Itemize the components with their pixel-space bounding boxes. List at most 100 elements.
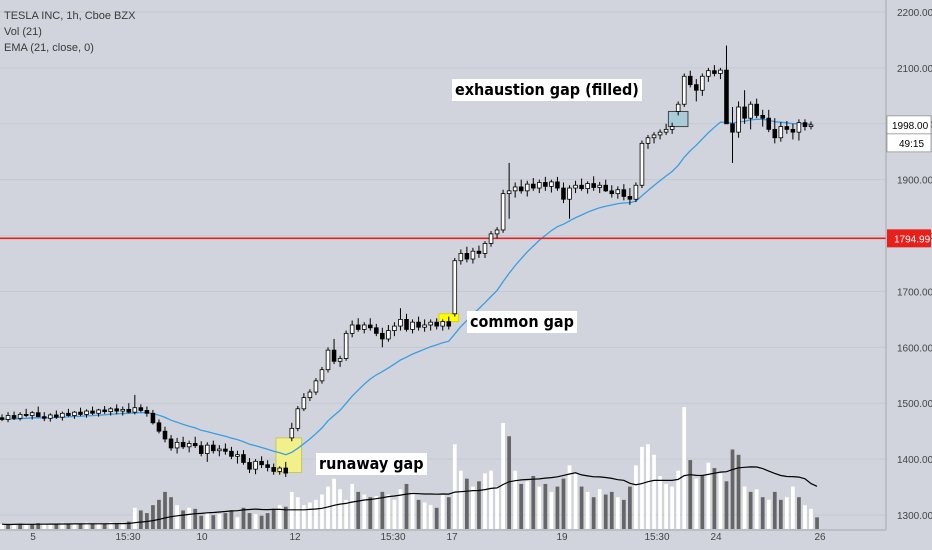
volume-bar	[90, 523, 95, 529]
time-tick-label: 10	[196, 532, 208, 543]
time-tick-label: 24	[710, 532, 722, 543]
candle-body	[512, 186, 518, 192]
candle-body	[223, 448, 228, 452]
candle-body	[784, 126, 790, 130]
candle-body	[700, 75, 705, 91]
price-tick-label: 2100.00	[897, 64, 932, 75]
candle-body	[808, 124, 814, 127]
candle-body	[48, 414, 53, 419]
volume-bar	[277, 505, 282, 529]
volume-bar	[477, 481, 481, 529]
volume-bars	[0, 407, 819, 529]
candle-body	[579, 184, 584, 190]
volume-bar	[694, 478, 699, 529]
candle-body	[313, 380, 319, 393]
candle-body	[17, 413, 23, 419]
candle-body	[66, 412, 71, 416]
candle-body	[319, 369, 325, 382]
candle-body	[271, 467, 276, 472]
volume-bar	[688, 460, 693, 529]
candle-body	[96, 409, 101, 414]
candle-body	[609, 190, 615, 195]
candle-body	[531, 183, 536, 189]
volume-bar	[555, 486, 560, 529]
candle-body	[247, 462, 252, 470]
volume-bar	[108, 522, 113, 529]
volume-bar	[132, 507, 137, 529]
candle-body	[259, 460, 264, 466]
candle-body	[669, 126, 675, 130]
volume-bar	[259, 515, 264, 529]
candle-body	[174, 441, 180, 449]
candle-body	[5, 415, 11, 420]
candle-body	[494, 229, 500, 235]
volume-bar	[320, 494, 324, 529]
volume-bar	[6, 524, 10, 529]
candle-body	[186, 443, 192, 448]
volume-bar	[380, 491, 385, 529]
symbol-title[interactable]: TESLA INC, 1h, Cboe BZX	[4, 10, 136, 22]
volume-bar	[211, 515, 216, 529]
volume-bar	[350, 483, 355, 529]
candle-body	[229, 450, 234, 457]
candle-body	[518, 186, 524, 192]
volume-bar	[54, 524, 59, 529]
volume-legend[interactable]: Vol (21)	[4, 26, 42, 38]
candle-body	[126, 408, 132, 413]
volume-bar	[603, 494, 608, 529]
price-tick-label: 2200.00	[897, 8, 932, 19]
candle-body	[398, 318, 403, 327]
volume-bar	[344, 499, 348, 529]
volume-bar	[754, 489, 759, 529]
candle-body	[217, 448, 222, 452]
volume-bar	[591, 497, 596, 529]
candle-body	[736, 106, 741, 133]
candle-body	[192, 443, 198, 447]
volume-bar	[652, 454, 656, 529]
candle-body	[337, 358, 343, 362]
candle-body	[591, 183, 596, 188]
volume-bar	[766, 499, 771, 529]
candle-body	[694, 84, 699, 91]
volume-bar	[126, 521, 131, 529]
volume-bar	[398, 489, 403, 529]
volume-ma-line	[1, 466, 818, 526]
candle-body	[295, 408, 301, 429]
price-tick-label: 1500.00	[897, 399, 932, 410]
candle-body	[162, 430, 168, 440]
time-axis[interactable]: 5 15:30 10 12 15:30 17 19 15:30 24 26	[30, 532, 826, 543]
volume-bar	[283, 506, 288, 529]
price-tick-label: 1700.00	[897, 287, 932, 298]
candle-body	[102, 409, 107, 413]
candle-body	[120, 408, 126, 412]
candle-body	[144, 410, 150, 414]
candle-body	[573, 184, 578, 189]
candle-body	[500, 193, 506, 231]
time-tick-label: 17	[446, 532, 458, 543]
candle-body	[651, 134, 657, 139]
candle-body	[0, 417, 5, 420]
volume-bar	[12, 524, 16, 529]
volume-bar	[84, 522, 89, 529]
candle-body	[331, 349, 337, 362]
candle-body	[766, 117, 772, 130]
volume-bar	[205, 513, 210, 529]
volume-bar	[567, 465, 572, 529]
candle-body	[29, 412, 35, 416]
time-tick-label: 15:30	[115, 532, 140, 543]
candle-body	[603, 184, 609, 192]
volume-bar	[314, 499, 318, 529]
volume-bar	[271, 508, 276, 529]
volume-bar	[422, 502, 427, 529]
volume-bar	[440, 494, 445, 529]
candle-body	[84, 410, 89, 415]
volume-bar	[718, 473, 723, 529]
candle-body	[621, 189, 627, 197]
volume-bar	[368, 497, 373, 529]
countdown-tag	[886, 133, 932, 153]
candle-body	[597, 184, 602, 188]
volume-bar	[241, 507, 246, 529]
ema-legend[interactable]: EMA (21, close, 0)	[4, 42, 94, 54]
candle-body	[355, 324, 361, 330]
volume-bar	[169, 497, 173, 529]
